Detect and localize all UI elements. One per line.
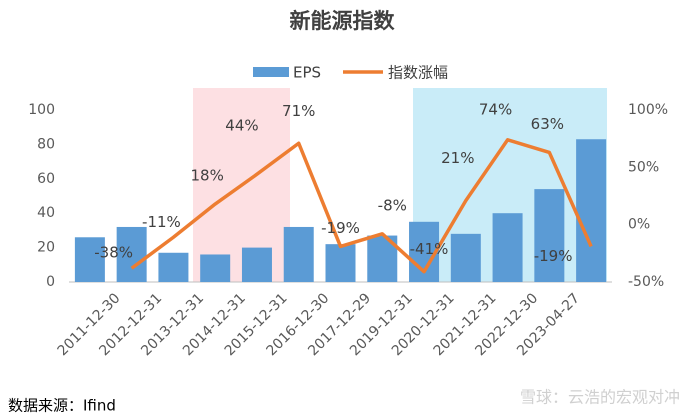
bar bbox=[158, 252, 189, 282]
legend-label: 指数涨幅 bbox=[388, 64, 448, 82]
line bbox=[130, 138, 593, 274]
y2-tick-label: 100% bbox=[628, 102, 668, 118]
y-tick-label: 0 bbox=[46, 274, 55, 290]
y2-tick-label: 50% bbox=[628, 159, 659, 175]
data-label: 44% bbox=[225, 117, 258, 135]
y2-tick-label: 0% bbox=[628, 217, 650, 233]
y2-tick-label: -50% bbox=[628, 274, 664, 290]
data-label: 63% bbox=[531, 115, 564, 133]
watermark: 雪球：云浩的宏观对冲 bbox=[520, 388, 680, 407]
data-label: 71% bbox=[282, 102, 315, 120]
bar bbox=[325, 244, 356, 282]
y-tick-label: 80 bbox=[37, 136, 55, 152]
bar bbox=[116, 226, 147, 282]
data-label: 74% bbox=[479, 100, 512, 118]
data-label: 18% bbox=[191, 167, 224, 185]
data-label: -11% bbox=[142, 213, 181, 231]
source: 数据来源：Ifind bbox=[8, 397, 116, 415]
data-label: -19% bbox=[534, 247, 573, 265]
data-label: 21% bbox=[441, 149, 474, 167]
y-tick-label: 20 bbox=[37, 240, 55, 256]
chart-title: 新能源指数 bbox=[290, 9, 396, 33]
y-tick-label: 60 bbox=[37, 171, 55, 187]
bar bbox=[492, 213, 523, 282]
bar bbox=[283, 226, 314, 282]
data-label: -8% bbox=[378, 196, 407, 214]
bar bbox=[200, 254, 231, 282]
bar bbox=[241, 247, 272, 282]
data-label: -41% bbox=[410, 240, 449, 258]
data-label: -19% bbox=[321, 219, 360, 237]
bar bbox=[534, 189, 565, 282]
data-label: -38% bbox=[94, 244, 133, 262]
bar bbox=[450, 233, 481, 282]
legend-label: EPS bbox=[293, 64, 321, 82]
bar bbox=[74, 237, 105, 282]
bar bbox=[576, 139, 607, 282]
y-tick-label: 100 bbox=[28, 102, 55, 118]
y-tick-label: 40 bbox=[37, 205, 55, 221]
legend-swatch bbox=[253, 67, 289, 77]
